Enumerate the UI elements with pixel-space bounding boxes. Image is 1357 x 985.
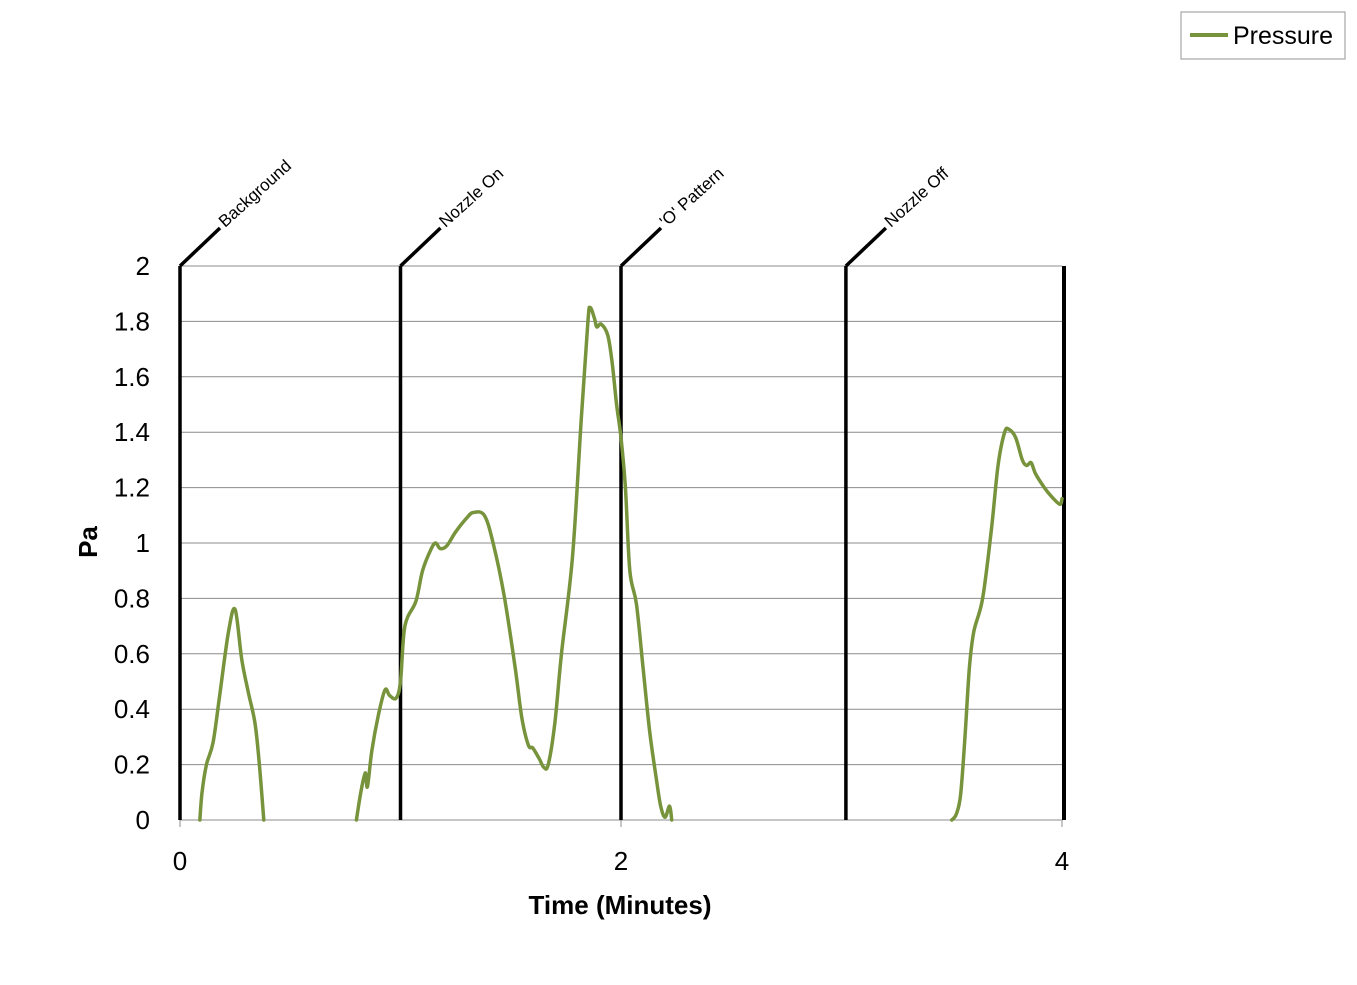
marker-label: Background	[215, 156, 295, 231]
marker-leader	[399, 226, 442, 268]
x-tick-label: 2	[614, 846, 628, 876]
marker-label: Nozzle On	[435, 164, 507, 231]
y-tick-label: 0.4	[114, 694, 150, 724]
y-tick-label: 1.6	[114, 362, 150, 392]
x-tick-label: 0	[173, 846, 187, 876]
y-tick-label: 0.2	[114, 750, 150, 780]
y-tick-label: 2	[136, 251, 150, 281]
y-tick-label: 0	[136, 805, 150, 835]
tick-labels: 0 0.2 0.4 0.6 0.8 1 1.2 1.4 1.6 1.8 2 0 2 4	[114, 251, 1069, 876]
pressure-line-segment	[354, 305, 674, 822]
y-axis-title: Pa	[73, 526, 103, 558]
y-tick-label: 1.8	[114, 306, 150, 336]
y-tick-label: 0.8	[114, 583, 150, 613]
x-axis-title: Time (Minutes)	[529, 890, 712, 920]
y-tick-label: 1	[136, 528, 150, 558]
x-tick-label: 4	[1055, 846, 1069, 876]
y-tick-label: 1.2	[114, 473, 150, 503]
pressure-line-segment	[950, 426, 1064, 822]
marker-label: 'O' Pattern	[656, 164, 728, 231]
legend: Pressure	[1180, 11, 1346, 60]
legend-label: Pressure	[1233, 22, 1333, 50]
marker-leader	[619, 226, 663, 268]
pressure-line-segment	[198, 606, 266, 822]
y-tick-label: 0.6	[114, 639, 150, 669]
marker-leader	[844, 226, 888, 268]
marker-leader	[178, 226, 222, 268]
y-tick-label: 1.4	[114, 417, 150, 447]
series	[198, 305, 1064, 822]
marker-label: Nozzle Off	[881, 164, 953, 231]
